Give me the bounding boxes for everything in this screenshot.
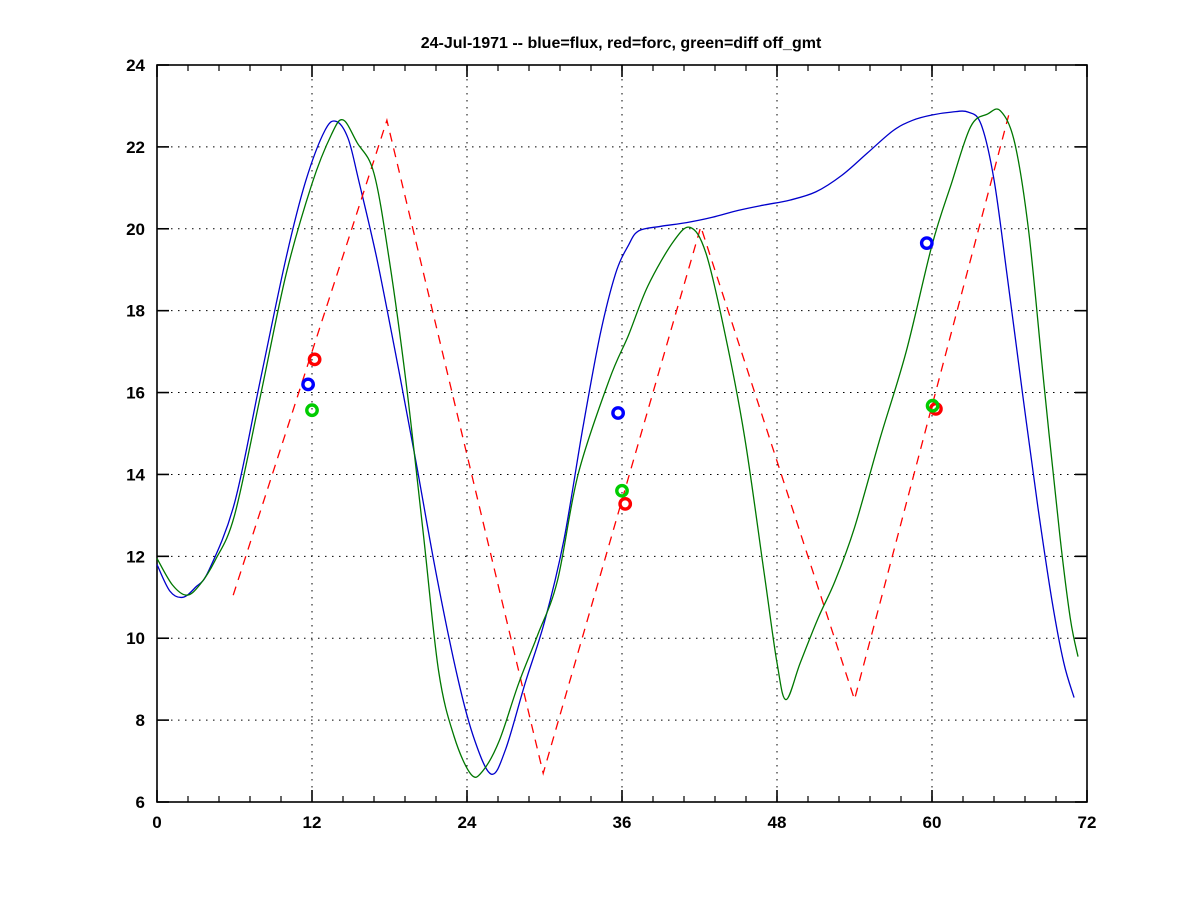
x-tick-label: 36 xyxy=(613,813,632,832)
series-layer xyxy=(156,108,1079,778)
marker-flux-obs xyxy=(611,406,625,420)
axes-layer xyxy=(156,64,1088,803)
x-tick-label: 0 xyxy=(152,813,161,832)
y-tick-label: 18 xyxy=(126,302,145,321)
y-tick-label: 16 xyxy=(126,384,145,403)
y-tick-label: 6 xyxy=(136,793,145,812)
grid-layer xyxy=(157,65,1087,802)
y-tick-label: 12 xyxy=(126,547,145,566)
marker-forc-obs xyxy=(307,352,322,367)
series-diff-line xyxy=(156,108,1079,778)
y-tick-label: 24 xyxy=(126,56,145,75)
plot-box xyxy=(156,64,1088,803)
y-tick-label: 20 xyxy=(126,220,145,239)
chart-title: 24-Jul-1971 -- blue=flux, red=forc, gree… xyxy=(421,35,822,52)
label-layer: 0 12 24 36 48 60 72 6 8 10 12 14 16 18 20 22 24 xyxy=(126,56,1096,832)
marker-flux-obs xyxy=(919,236,934,251)
x-tick-label: 24 xyxy=(458,813,477,832)
y-tick-label: 8 xyxy=(136,711,145,730)
marker-diff-obs xyxy=(305,403,319,418)
y-tick-label: 14 xyxy=(126,465,145,484)
marker-layer xyxy=(301,236,943,511)
x-tick-label: 60 xyxy=(923,813,942,832)
x-tick-label: 12 xyxy=(303,813,322,832)
x-tick-label: 48 xyxy=(768,813,787,832)
marker-forc-obs xyxy=(618,496,633,511)
marker-diff-obs xyxy=(615,483,629,498)
y-tick-label: 10 xyxy=(126,629,145,648)
marker-flux-obs xyxy=(301,377,315,392)
x-tick-label: 72 xyxy=(1078,813,1097,832)
series-flux-line xyxy=(156,110,1075,775)
series-forc-line xyxy=(232,111,1011,776)
y-tick-label: 22 xyxy=(126,138,145,157)
marker-diff-obs xyxy=(925,398,940,413)
